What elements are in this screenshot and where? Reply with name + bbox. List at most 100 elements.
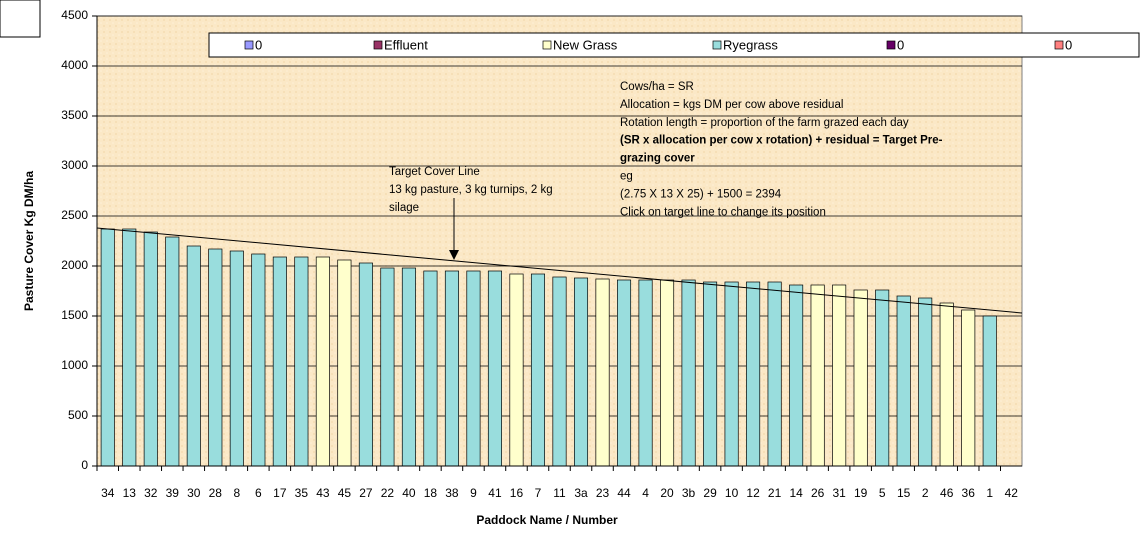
bar — [875, 289, 890, 467]
bar — [208, 248, 223, 467]
note: Rotation length = proportion of the farm… — [620, 117, 909, 129]
bar — [251, 253, 266, 467]
notes: Target Cover Line 13 kg pasture, 3 kg tur… — [389, 81, 943, 218]
bar — [337, 259, 352, 467]
x-tick-label: 19 — [854, 486, 868, 500]
x-tick-label: 26 — [811, 486, 825, 500]
x-tick-label: 32 — [144, 486, 158, 500]
x-tick-label: 43 — [316, 486, 330, 500]
x-tick-label: 15 — [897, 486, 911, 500]
note: silage — [389, 202, 419, 214]
y-tick-label: 4000 — [61, 58, 88, 72]
x-tick-label: 2 — [922, 486, 929, 500]
bar — [466, 270, 481, 467]
x-tick-label: 42 — [1005, 486, 1019, 500]
legend-swatch — [373, 40, 383, 50]
x-tick-label: 9 — [470, 486, 477, 500]
bar — [767, 281, 782, 467]
bar — [100, 228, 115, 467]
bar — [939, 302, 954, 467]
y-tick-label: 4500 — [61, 8, 88, 22]
bar — [186, 245, 201, 467]
legend: 0 Effluent New Grass Ryegrass 0 0 — [244, 37, 1072, 52]
legend-swatch — [542, 40, 552, 50]
x-tick-label: 44 — [617, 486, 631, 500]
bar — [122, 228, 137, 467]
bar — [617, 279, 632, 467]
y-tick-label: 500 — [68, 408, 88, 422]
legend-box — [208, 32, 1140, 58]
bar — [229, 250, 244, 467]
x-tick-label: 28 — [209, 486, 223, 500]
x-tick-label: 6 — [255, 486, 262, 500]
x-axis-title: Paddock Name / Number — [476, 513, 618, 527]
x-tick-label: 31 — [832, 486, 846, 500]
x-tick-label: 35 — [295, 486, 309, 500]
bar — [982, 315, 997, 467]
legend-swatch — [712, 40, 722, 50]
name-box — [0, 0, 41, 38]
legend-swatch — [886, 40, 896, 50]
y-tick-label: 1000 — [61, 358, 88, 372]
x-tick-label: 3a — [574, 486, 588, 500]
bar — [660, 279, 675, 467]
legend-swatch — [244, 40, 254, 50]
legend-label: 0 — [897, 37, 904, 52]
bar — [724, 281, 739, 467]
bar — [143, 231, 158, 467]
bars — [100, 228, 997, 467]
bar — [961, 309, 976, 467]
x-tick-label: 17 — [273, 486, 287, 500]
x-tick-label: 30 — [187, 486, 201, 500]
x-tick-label: 4 — [642, 486, 649, 500]
bar — [638, 279, 653, 467]
x-tick-label: 14 — [789, 486, 803, 500]
bar — [746, 281, 761, 467]
bar — [832, 284, 847, 467]
legend-label: 0 — [1065, 37, 1072, 52]
bar — [487, 270, 502, 467]
bar — [272, 256, 287, 467]
legend-swatch — [1054, 40, 1064, 50]
x-tick-label: 10 — [725, 486, 739, 500]
x-tick-label: 3b — [682, 486, 696, 500]
x-tick-label: 46 — [940, 486, 954, 500]
bar — [294, 256, 309, 467]
bar — [681, 279, 696, 467]
x-tick-label: 29 — [703, 486, 717, 500]
bar — [789, 284, 804, 467]
x-tick-label: 13 — [123, 486, 137, 500]
x-tick-label: 16 — [510, 486, 524, 500]
y-tick-label: 2500 — [61, 208, 88, 222]
target-line[interactable] — [96, 227, 1023, 314]
note: (SR x allocation per cow x rotation) + r… — [620, 135, 943, 147]
bar — [444, 270, 459, 467]
x-tick-label: 40 — [402, 486, 416, 500]
x-tick-label: 21 — [768, 486, 782, 500]
y-tick-label: 3000 — [61, 158, 88, 172]
note: Cows/ha = SR — [620, 81, 694, 93]
x-tick-label: 20 — [660, 486, 674, 500]
bar — [358, 262, 373, 467]
x-tick-label: 8 — [233, 486, 240, 500]
note: (2.75 X 13 X 25) + 1500 = 2394 — [620, 188, 782, 200]
legend-label: Ryegrass — [723, 37, 778, 52]
bar — [896, 295, 911, 467]
note: Click on target line to change its posit… — [620, 206, 826, 218]
bar — [918, 297, 933, 467]
x-tick-label: 41 — [488, 486, 502, 500]
x-tick-label: 36 — [962, 486, 976, 500]
x-tick-label: 34 — [101, 486, 115, 500]
bar — [703, 281, 718, 467]
bar — [573, 277, 589, 467]
bar — [165, 236, 180, 467]
note: grazing cover — [620, 153, 695, 165]
arrow-head — [449, 250, 459, 260]
y-tick-label: 3500 — [61, 108, 88, 122]
y-axis-title: Pasture Cover Kg DM/ha — [22, 171, 36, 311]
x-tick-label: 45 — [338, 486, 352, 500]
bar — [509, 273, 524, 467]
bar — [810, 284, 825, 467]
target[interactable] — [96, 227, 1023, 314]
